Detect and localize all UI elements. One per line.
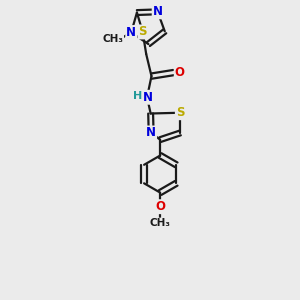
Text: S: S (138, 26, 147, 38)
Text: N: N (153, 5, 163, 18)
Text: CH₃: CH₃ (150, 218, 171, 229)
Text: S: S (176, 106, 184, 119)
Text: N: N (146, 127, 156, 140)
Text: N: N (143, 91, 153, 104)
Text: CH₃: CH₃ (102, 34, 123, 44)
Text: H: H (133, 92, 142, 101)
Text: O: O (155, 200, 165, 213)
Text: N: N (126, 26, 136, 39)
Text: O: O (175, 66, 185, 79)
